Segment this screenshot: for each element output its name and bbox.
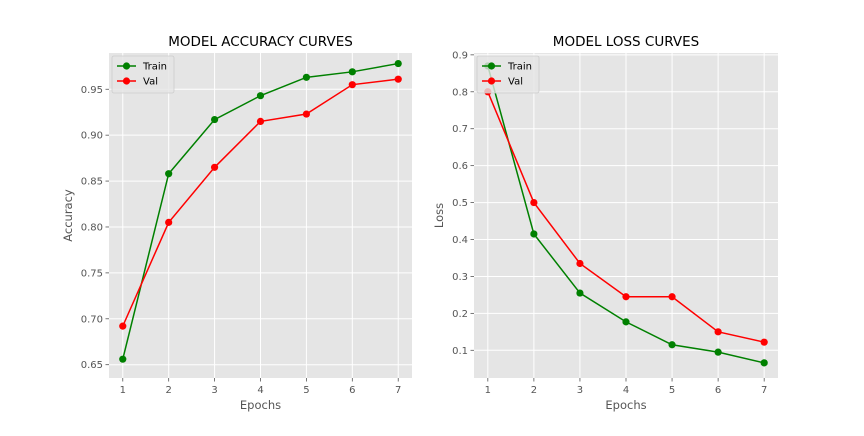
- data-point-train: [348, 68, 356, 76]
- legend-swatch-marker: [122, 77, 131, 85]
- x-axis-label: Epochs: [240, 398, 281, 412]
- data-point-train: [119, 355, 127, 363]
- x-tick-label: 1: [485, 385, 491, 396]
- data-point-train: [714, 348, 722, 356]
- data-point-train: [530, 230, 538, 238]
- data-point-val: [394, 75, 402, 83]
- data-point-train: [394, 59, 402, 68]
- data-point-val: [576, 259, 584, 268]
- x-tick-label: 6: [715, 385, 721, 396]
- legend-entry-val: Val: [143, 77, 158, 88]
- data-point-train: [576, 289, 584, 297]
- data-point-train: [668, 341, 676, 349]
- data-point-val: [210, 163, 219, 171]
- legend: Train Val: [476, 55, 540, 94]
- legend-swatch-marker: [487, 77, 496, 85]
- x-tick-label: 3: [211, 385, 217, 396]
- legend-entry-train: Train: [507, 62, 532, 73]
- data-point-train: [622, 318, 630, 326]
- y-tick-label: 0.80: [81, 222, 103, 233]
- data-point-val: [256, 117, 265, 125]
- x-axis-label: Epochs: [605, 398, 646, 412]
- y-tick-label: 0.6: [452, 161, 468, 172]
- data-point-val: [668, 293, 676, 301]
- y-tick-label: 0.1: [452, 346, 468, 357]
- x-tick-label: 1: [120, 385, 126, 396]
- legend: Train Val: [111, 55, 175, 94]
- y-tick-label: 0.9: [452, 50, 468, 61]
- data-point-val: [760, 338, 768, 346]
- y-tick-label: 0.2: [452, 309, 468, 320]
- y-tick-label: 0.65: [81, 360, 103, 371]
- x-tick-label: 5: [303, 385, 309, 396]
- data-point-train: [256, 92, 265, 100]
- legend-swatch-marker: [487, 62, 496, 70]
- chart-title: MODEL ACCURACY CURVES: [168, 34, 353, 50]
- x-tick-label: 4: [623, 385, 629, 396]
- y-axis-label: Loss: [432, 203, 446, 228]
- y-tick-label: 0.5: [452, 198, 468, 209]
- data-point-val: [714, 328, 722, 336]
- y-tick-label: 0.4: [452, 235, 468, 246]
- data-point-val: [119, 322, 127, 330]
- data-point-val: [622, 293, 630, 301]
- y-axis-label: Accuracy: [61, 189, 75, 242]
- x-tick-label: 6: [349, 385, 355, 396]
- x-tick-label: 4: [257, 385, 263, 396]
- data-point-val: [530, 198, 538, 207]
- y-tick-label: 0.7: [452, 124, 468, 135]
- y-tick-label: 0.70: [81, 314, 103, 325]
- y-tick-label: 0.90: [81, 131, 103, 142]
- legend-swatch-marker: [122, 62, 131, 70]
- y-tick-label: 0.8: [452, 87, 468, 98]
- x-tick-label: 3: [577, 385, 583, 396]
- x-tick-label: 5: [669, 385, 675, 396]
- data-point-val: [302, 110, 311, 118]
- y-tick-label: 0.3: [452, 272, 468, 283]
- data-point-train: [302, 73, 311, 81]
- chart-title: MODEL LOSS CURVES: [553, 34, 699, 50]
- y-tick-label: 0.75: [81, 268, 103, 279]
- data-point-train: [210, 115, 219, 124]
- chart-panel-loss: 1 2 3 4 5 6 7 0.1 0.2 0.3 0.4 0.5 0.6 0.7 0.8 0.9 MODEL …: [432, 34, 778, 412]
- legend-entry-train: Train: [142, 62, 167, 73]
- chart-panel-accuracy: 1 2 3 4 5 6 7 0.65 0.70 0.75 0.80 0.85 0.90 0.95 MODEL…: [61, 34, 412, 412]
- data-point-train: [165, 170, 173, 178]
- y-tick-label: 0.85: [81, 177, 103, 188]
- y-tick-label: 0.95: [81, 85, 103, 96]
- data-point-train: [760, 359, 768, 367]
- data-point-val: [165, 218, 173, 226]
- legend-entry-val: Val: [508, 77, 523, 88]
- x-tick-label: 7: [761, 385, 767, 396]
- x-tick-label: 2: [531, 385, 537, 396]
- x-tick-label: 7: [395, 385, 401, 396]
- data-point-val: [348, 81, 356, 89]
- x-tick-label: 2: [165, 385, 171, 396]
